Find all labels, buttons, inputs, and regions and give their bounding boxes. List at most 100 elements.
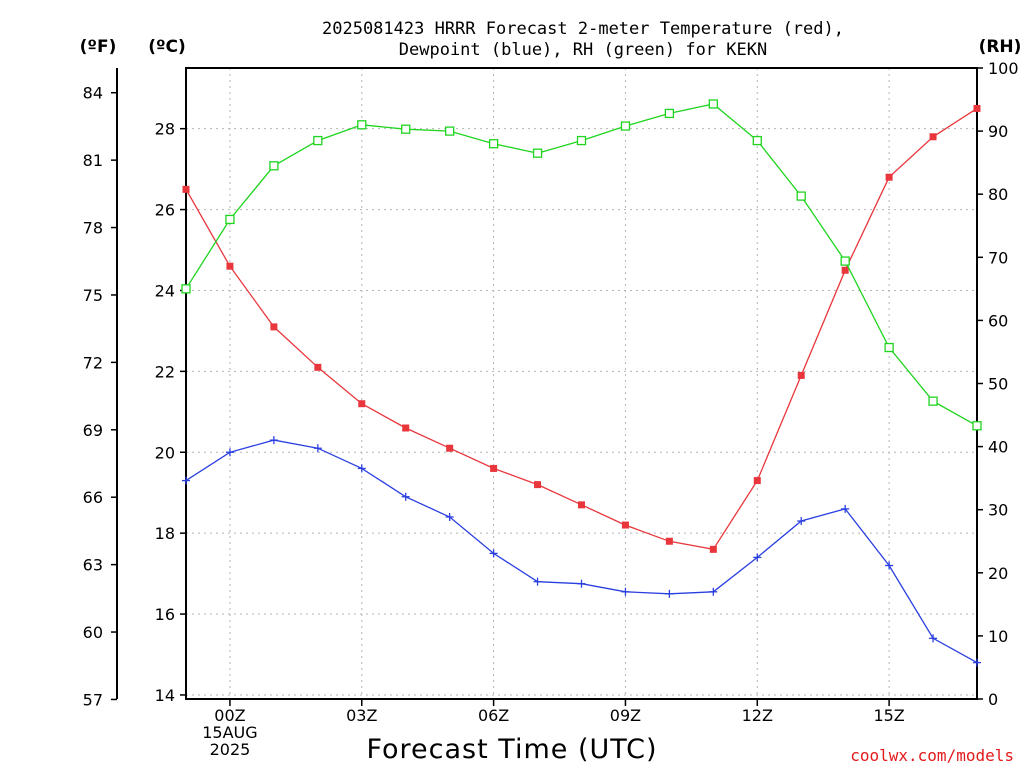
data-point xyxy=(269,161,279,171)
series-rh xyxy=(181,99,982,431)
rh-tick-label: 60 xyxy=(988,311,1008,330)
data-point xyxy=(314,363,322,371)
data-point xyxy=(709,545,717,553)
data-series xyxy=(181,99,982,667)
data-point xyxy=(533,577,542,586)
data-point xyxy=(708,99,718,109)
fahrenheit-tick-label: 84 xyxy=(83,84,103,103)
celsius-tick-label: 14 xyxy=(155,686,175,705)
data-point xyxy=(973,658,981,667)
rh-tick-label: 0 xyxy=(988,690,998,709)
x-tick-label: 2025 xyxy=(210,740,251,759)
data-point xyxy=(182,476,190,485)
rh-tick-label: 100 xyxy=(988,59,1019,78)
rh-tick-label: 30 xyxy=(988,501,1008,520)
x-tick-label: 06Z xyxy=(478,706,509,725)
data-point xyxy=(490,464,498,472)
axes xyxy=(111,67,983,706)
x-tick-label: 09Z xyxy=(610,706,641,725)
rh-tick-label: 80 xyxy=(988,185,1008,204)
data-point xyxy=(357,120,367,130)
data-point xyxy=(534,481,542,489)
data-point xyxy=(885,173,893,181)
fahrenheit-tick-label: 72 xyxy=(83,353,103,372)
gridlines xyxy=(186,68,977,699)
data-point xyxy=(225,448,234,457)
rh-tick-label: 70 xyxy=(988,248,1008,267)
data-point xyxy=(225,214,235,225)
data-point xyxy=(402,424,410,432)
data-point xyxy=(621,587,630,596)
data-point xyxy=(445,512,454,521)
data-point xyxy=(841,504,850,513)
fahrenheit-unit-label: (ºF) xyxy=(80,37,117,57)
data-point xyxy=(577,579,586,588)
data-point xyxy=(709,587,718,596)
celsius-tick-label: 24 xyxy=(155,281,175,300)
fahrenheit-tick-label: 66 xyxy=(83,488,103,507)
data-point xyxy=(797,371,805,379)
plot-frame xyxy=(185,67,978,700)
data-point xyxy=(753,553,762,562)
rh-unit-label: (RH) xyxy=(979,37,1022,57)
fahrenheit-tick-label: 60 xyxy=(83,623,103,642)
data-point xyxy=(401,124,411,134)
data-point xyxy=(972,421,982,431)
x-tick-label: 03Z xyxy=(346,706,377,725)
data-point xyxy=(840,256,850,266)
rh-tick-label: 90 xyxy=(988,122,1008,141)
data-point xyxy=(797,517,806,526)
rh-tick-label: 40 xyxy=(988,438,1008,457)
x-tick-label: 15AUG xyxy=(202,723,257,742)
series-line xyxy=(185,439,978,664)
fahrenheit-tick-label: 69 xyxy=(83,421,103,440)
series-line xyxy=(185,107,978,551)
credit-link[interactable]: coolwx.com/models xyxy=(850,746,1014,765)
data-point xyxy=(576,135,587,146)
fahrenheit-tick-label: 78 xyxy=(83,219,103,238)
celsius-tick-label: 18 xyxy=(155,524,175,543)
celsius-tick-label: 20 xyxy=(155,443,175,462)
series-temperature xyxy=(182,104,981,553)
data-point xyxy=(270,323,278,331)
data-point xyxy=(621,521,629,529)
data-point xyxy=(357,464,366,473)
fahrenheit-tick-label: 57 xyxy=(83,690,103,709)
data-point xyxy=(445,126,455,136)
data-point xyxy=(488,139,499,149)
x-tick-label: 00Z xyxy=(214,706,245,725)
data-point xyxy=(796,191,806,201)
data-point xyxy=(578,501,585,509)
data-point xyxy=(313,444,322,453)
data-point xyxy=(181,284,191,294)
data-point xyxy=(973,104,981,112)
rh-tick-label: 20 xyxy=(988,564,1008,583)
celsius-tick-label: 16 xyxy=(155,605,175,624)
data-point xyxy=(489,549,498,558)
fahrenheit-tick-label: 75 xyxy=(83,286,103,305)
data-point xyxy=(753,477,761,485)
data-point xyxy=(532,148,543,158)
data-point xyxy=(664,108,675,119)
data-point xyxy=(929,634,938,643)
data-point xyxy=(928,396,938,406)
series-line xyxy=(185,103,978,427)
x-axis-label: Forecast Time (UTC) xyxy=(366,734,657,765)
data-point xyxy=(929,133,937,141)
data-point xyxy=(884,342,894,353)
data-point xyxy=(358,400,366,408)
chart-title-line-1: 2025081423 HRRR Forecast 2-meter Tempera… xyxy=(322,19,844,39)
data-point xyxy=(226,262,234,270)
data-point xyxy=(620,121,631,131)
chart-title-line-2: Dewpoint (blue), RH (green) for KEKN xyxy=(399,40,767,60)
data-point xyxy=(269,436,278,445)
data-point xyxy=(182,185,190,193)
tick-labels: 14 16 18 20 22 24 26 28 57 60 63 66 69 72 75 78 81 84 0 10 2… xyxy=(83,59,1019,759)
celsius-tick-label: 22 xyxy=(155,362,175,381)
rh-tick-label: 50 xyxy=(988,375,1008,394)
data-point xyxy=(401,492,410,501)
data-point xyxy=(446,444,454,452)
series-dewpoint xyxy=(182,436,981,667)
x-tick-label: 15Z xyxy=(873,706,904,725)
